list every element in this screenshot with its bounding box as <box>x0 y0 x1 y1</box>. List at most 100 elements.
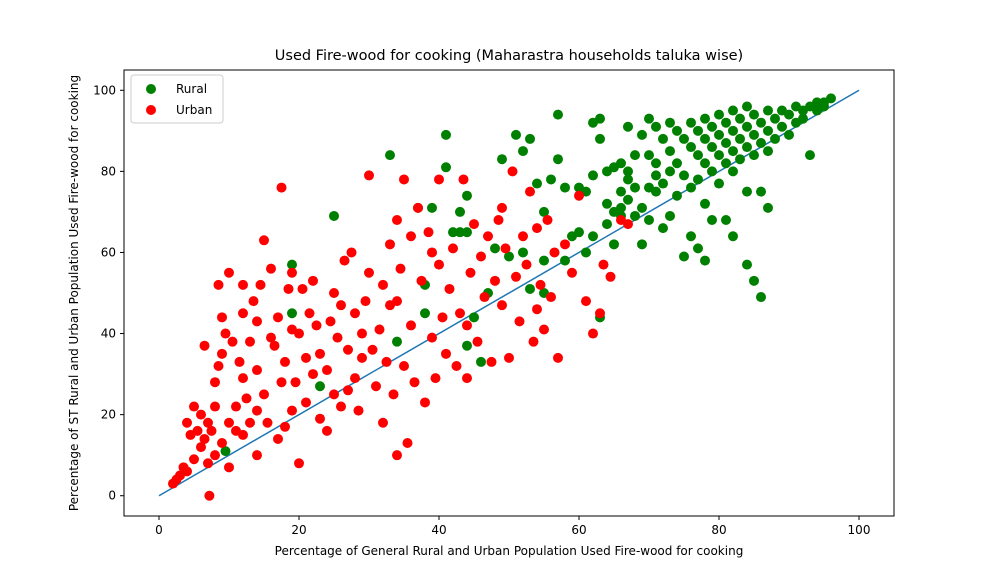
point-rural <box>721 158 731 169</box>
point-urban <box>280 356 290 367</box>
x-tick-label: 60 <box>571 523 586 537</box>
point-urban <box>402 438 413 449</box>
point-urban <box>406 231 416 242</box>
point-urban <box>283 283 294 294</box>
point-rural <box>700 198 710 209</box>
point-rural <box>714 109 724 120</box>
point-urban <box>539 324 549 335</box>
point-rural <box>574 227 584 238</box>
point-rural <box>756 292 766 303</box>
point-rural <box>448 227 458 238</box>
point-rural <box>609 239 619 250</box>
point-urban <box>203 417 213 428</box>
point-rural <box>518 146 528 157</box>
point-urban <box>465 267 476 278</box>
point-urban <box>483 231 493 242</box>
point-urban <box>451 360 462 371</box>
point-urban <box>605 271 616 282</box>
point-urban <box>196 409 206 420</box>
point-rural <box>665 166 675 177</box>
point-rural <box>728 146 738 157</box>
point-urban <box>336 401 346 412</box>
point-rural <box>420 308 430 319</box>
point-urban <box>381 356 392 367</box>
point-rural <box>742 186 752 197</box>
point-rural <box>735 113 745 124</box>
data-points <box>168 93 836 501</box>
point-rural <box>672 158 682 169</box>
point-rural <box>742 142 752 153</box>
point-rural <box>455 206 465 217</box>
point-rural <box>497 154 507 165</box>
point-rural <box>686 142 696 153</box>
point-urban <box>304 308 315 319</box>
point-urban <box>217 348 227 359</box>
point-rural <box>616 202 626 213</box>
point-urban <box>462 373 472 384</box>
point-urban <box>322 425 332 436</box>
point-urban <box>343 344 353 355</box>
point-urban <box>262 417 273 428</box>
point-rural <box>658 178 668 189</box>
point-urban <box>532 304 542 315</box>
point-urban <box>497 202 507 213</box>
point-urban <box>532 223 542 234</box>
y-tick-label: 80 <box>101 164 116 178</box>
point-urban <box>458 174 469 185</box>
point-rural <box>623 194 633 205</box>
point-urban <box>528 336 539 347</box>
point-rural <box>728 231 738 242</box>
point-rural <box>749 129 759 140</box>
point-urban <box>227 336 238 347</box>
point-urban <box>346 247 357 258</box>
point-rural <box>392 336 402 347</box>
point-rural <box>637 239 647 250</box>
point-urban <box>476 251 486 262</box>
point-rural <box>700 255 710 266</box>
point-rural <box>504 251 514 262</box>
point-urban <box>455 308 465 319</box>
point-rural <box>651 121 661 132</box>
point-rural <box>777 121 787 132</box>
point-rural <box>749 109 759 120</box>
point-rural <box>784 109 794 120</box>
point-rural <box>763 105 773 116</box>
point-rural <box>672 190 682 201</box>
point-urban <box>210 377 220 388</box>
point-rural <box>819 101 829 112</box>
point-rural <box>623 121 633 132</box>
point-urban <box>259 389 269 400</box>
point-rural <box>546 174 556 185</box>
point-rural <box>462 227 472 238</box>
point-rural <box>805 150 815 161</box>
point-urban <box>255 279 266 290</box>
point-rural <box>462 190 472 201</box>
point-rural <box>735 133 745 144</box>
point-urban <box>392 215 402 226</box>
point-rural <box>427 202 437 213</box>
point-urban <box>252 365 262 376</box>
legend-marker-rural <box>146 84 156 94</box>
point-urban <box>266 332 276 343</box>
point-urban <box>210 401 220 412</box>
point-urban <box>598 259 609 270</box>
point-urban <box>182 466 192 477</box>
point-urban <box>199 433 210 444</box>
point-urban <box>360 296 371 307</box>
point-rural <box>742 121 752 132</box>
point-rural <box>630 182 640 193</box>
point-urban <box>427 247 437 258</box>
point-rural <box>602 219 612 230</box>
point-urban <box>542 215 553 226</box>
point-urban <box>204 490 215 501</box>
point-rural <box>616 186 626 197</box>
point-urban <box>199 340 210 351</box>
point-urban <box>518 231 528 242</box>
point-rural <box>749 150 759 161</box>
point-urban <box>231 401 241 412</box>
point-urban <box>294 458 304 469</box>
point-rural <box>518 247 528 258</box>
point-rural <box>728 166 738 177</box>
point-urban <box>224 417 234 428</box>
